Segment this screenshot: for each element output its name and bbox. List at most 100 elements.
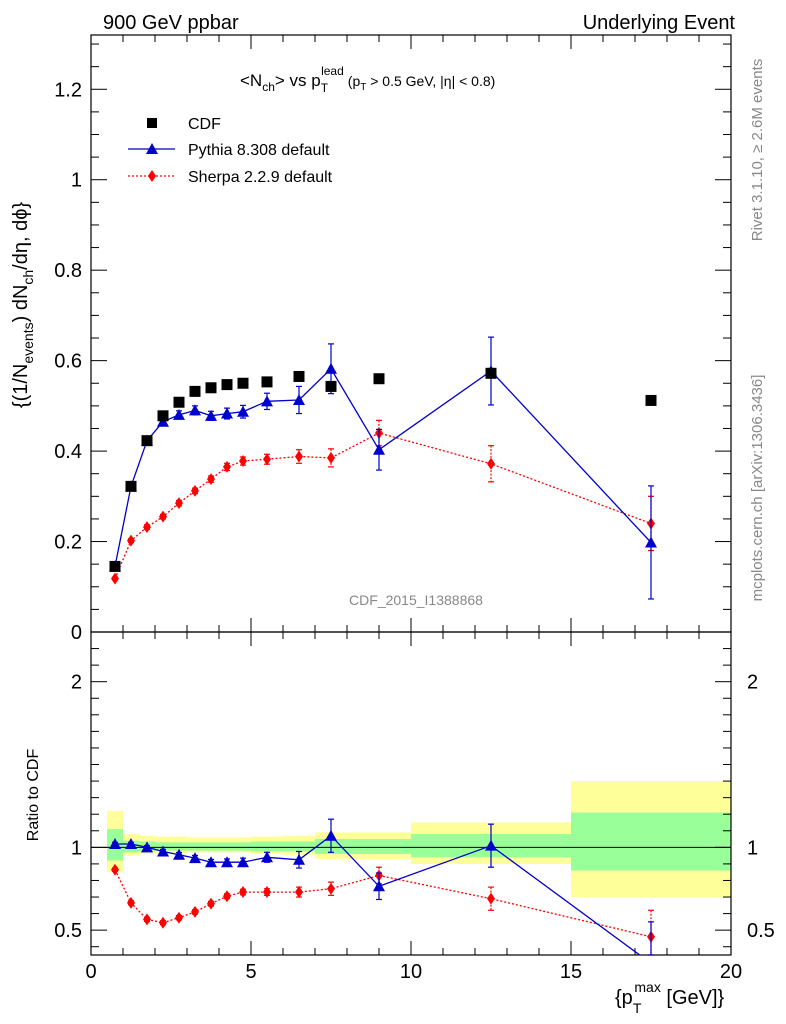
pythia-point — [205, 409, 217, 421]
x-axis-label: {pTmax [GeV]} — [615, 979, 725, 1016]
sherpa-ratio-point — [127, 896, 135, 909]
header-left: 900 GeV ppbar — [103, 12, 239, 34]
main-y-axis-label: {(1/Nevents) dNch/dη, dϕ} — [10, 202, 36, 409]
sherpa-ratio-point — [295, 886, 303, 899]
y-tick-label-ratio: 1 — [71, 837, 82, 859]
cdf-point — [141, 435, 153, 447]
pythia-point — [237, 405, 249, 417]
sherpa-ratio-point — [175, 911, 183, 924]
sherpa-ratio-point — [263, 886, 271, 899]
sherpa-point — [263, 453, 271, 466]
legend-label-cdf: CDF — [188, 116, 221, 133]
legend-marker-sherpa — [148, 170, 156, 182]
pythia-point — [261, 395, 273, 407]
band-inner-bin — [251, 841, 283, 852]
sherpa-point — [111, 572, 119, 585]
pythia-ratio-point — [173, 848, 185, 860]
y-tick-label-main: 0.8 — [54, 260, 82, 282]
cdf-point — [645, 394, 657, 406]
legend-entry-pythia: Pythia 8.308 default — [128, 142, 330, 159]
cdf-point — [205, 382, 217, 394]
legend-label-pythia: Pythia 8.308 default — [188, 142, 330, 159]
ratio-y-axis-label: Ratio to CDF — [25, 749, 42, 842]
cdf-point — [125, 480, 137, 492]
sherpa-line — [114, 432, 652, 579]
cdf-point — [109, 560, 121, 572]
pythia-ratio-point — [373, 880, 385, 892]
sherpa-point — [327, 451, 335, 464]
legend-entry-sherpa: Sherpa 2.2.9 default — [128, 169, 333, 186]
y-tick-label-main: 0 — [71, 622, 82, 644]
sherpa-ratio-point — [111, 863, 119, 876]
y-tick-label-ratio-right: 1 — [747, 837, 758, 859]
pythia-point — [645, 536, 657, 548]
sherpa-point — [223, 460, 231, 473]
cdf-point — [293, 370, 305, 382]
rivet-label: Rivet 3.1.10, ≥ 2.6M events — [749, 59, 766, 242]
sherpa-ratio-point — [327, 882, 335, 895]
pythia-ratio-point — [141, 841, 153, 853]
pythia-ratio-point — [157, 845, 169, 857]
pythia-point — [173, 408, 185, 420]
sherpa-point — [143, 521, 151, 534]
band-inner-bin — [219, 842, 235, 851]
axis-tick-labels: 0 5 10 15 20 0 0.2 0.4 0.6 0.8 1 1.2 0.5 0.5 1 1 2 2 — [54, 79, 775, 983]
cdf-point — [157, 410, 169, 422]
cdf-point — [173, 396, 185, 408]
pythia-ratio-point — [485, 839, 497, 851]
sherpa-point — [127, 534, 135, 547]
sherpa-ratio-point — [487, 892, 495, 905]
y-tick-label-ratio-right: 0.5 — [747, 920, 775, 942]
pythia-ratio-point — [221, 856, 233, 868]
sherpa-point — [295, 450, 303, 463]
band-inner-bin — [171, 842, 187, 851]
sherpa-ratio-line — [114, 869, 652, 938]
cdf-point — [485, 367, 497, 379]
pythia-point — [373, 443, 385, 455]
x-tick-label: 10 — [400, 961, 422, 983]
cdf-point — [261, 376, 273, 388]
axis-ticks — [90, 35, 732, 955]
band-inner-bin — [347, 839, 411, 854]
legend-entry-cdf: CDF — [147, 116, 221, 133]
y-tick-label-ratio: 2 — [71, 672, 82, 694]
x-tick-label: 5 — [245, 961, 256, 983]
sherpa-ratio-point — [159, 916, 167, 929]
pythia-point — [189, 404, 201, 416]
cdf-point — [325, 380, 337, 392]
x-tick-label: 15 — [560, 961, 582, 983]
legend: CDF Pythia 8.308 default Sherpa 2.2.9 de… — [128, 116, 333, 186]
legend-label-sherpa: Sherpa 2.2.9 default — [188, 169, 333, 186]
band-inner-bin — [571, 812, 731, 871]
sherpa-point — [487, 457, 495, 470]
legend-marker-pythia — [146, 143, 158, 154]
pythia-ratio-point — [293, 853, 305, 865]
pythia-ratio-point — [205, 856, 217, 868]
band-inner-bin — [283, 841, 315, 852]
pythia-ratio-point — [189, 852, 201, 864]
legend-marker-cdf — [147, 118, 157, 128]
sherpa-point — [191, 484, 199, 497]
pythia-ratio-point — [237, 856, 249, 868]
header-right: Underlying Event — [583, 12, 736, 34]
y-tick-label-main: 0.2 — [54, 532, 82, 554]
band-inner-bin — [235, 842, 251, 851]
analysis-watermark: CDF_2015_I1388868 — [349, 592, 483, 608]
pythia-line — [114, 367, 652, 567]
sherpa-point — [239, 455, 247, 468]
cdf-point — [373, 373, 385, 385]
main-title: <Nch> vs pTlead(pT > 0.5 GeV, |η| < 0.8) — [240, 64, 495, 95]
sherpa-ratio-point — [223, 890, 231, 903]
cdf-point — [221, 379, 233, 391]
y-tick-label-main: 1 — [71, 170, 82, 192]
sherpa-point — [175, 497, 183, 510]
sherpa-ratio-point — [191, 905, 199, 918]
y-tick-label-main: 0.4 — [54, 441, 82, 463]
pythia-point — [221, 407, 233, 419]
sherpa-ratio-point — [239, 886, 247, 899]
mcplots-label: mcplots.cern.ch [arXiv:1306.3436] — [749, 375, 766, 602]
x-tick-label: 0 — [85, 961, 96, 983]
main-plot-frame — [90, 34, 732, 633]
y-tick-label-ratio-right: 2 — [747, 672, 758, 694]
pythia-ratio-point — [261, 851, 273, 863]
